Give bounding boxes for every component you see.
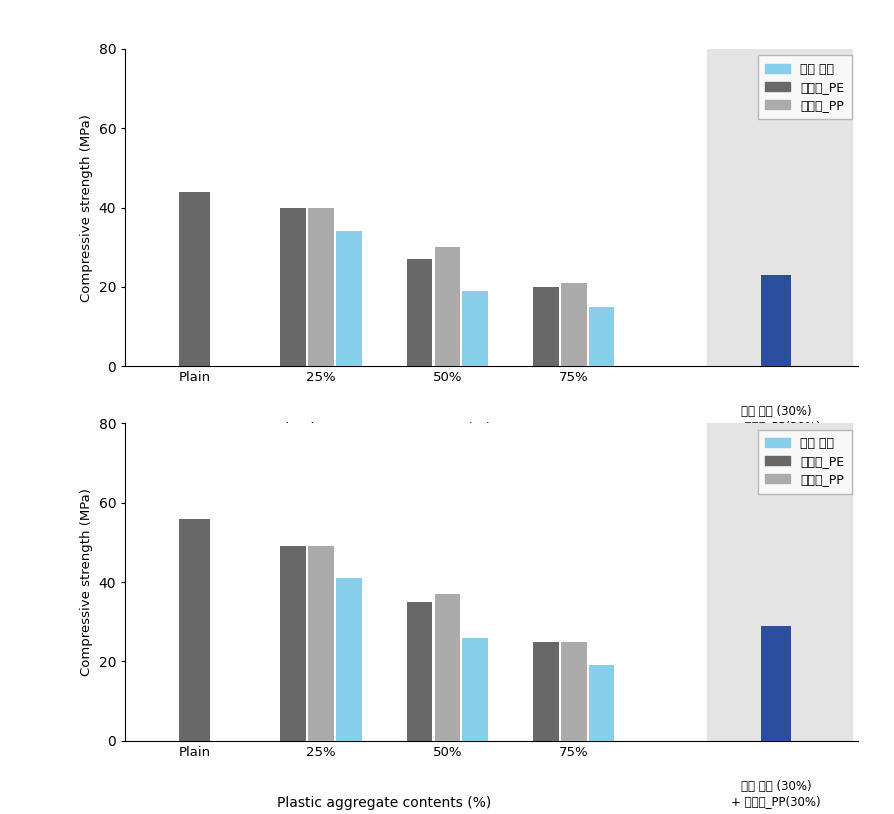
Bar [407, 259, 433, 366]
Bar [180, 519, 210, 741]
Text: Plastic aggregate contents (%): Plastic aggregate contents (%) [277, 422, 492, 435]
Bar [308, 208, 333, 366]
Bar [434, 247, 460, 366]
Bar [761, 626, 791, 741]
Bar [561, 283, 586, 366]
Legend: 굵은 골재, 잔골재_PE, 잔골재_PP: 굵은 골재, 잔골재_PE, 잔골재_PP [758, 55, 852, 119]
Bar [336, 231, 362, 366]
Y-axis label: Compressive strength (MPa): Compressive strength (MPa) [80, 488, 93, 676]
Bar [407, 602, 433, 741]
Text: 굵은 골재 (30%)
+ 잔골재_PP(30%): 굵은 골재 (30%) + 잔골재_PP(30%) [731, 405, 821, 433]
Y-axis label: Compressive strength (MPa): Compressive strength (MPa) [80, 114, 93, 301]
Legend: 굵은 골재, 잔골재_PE, 잔골재_PP: 굵은 골재, 잔골재_PE, 잔골재_PP [758, 430, 852, 493]
Bar [533, 641, 559, 741]
Bar [706, 49, 852, 366]
Bar [533, 287, 559, 366]
Bar [281, 208, 306, 366]
Bar [462, 637, 488, 741]
Bar [561, 641, 586, 741]
Bar [308, 546, 333, 741]
Bar [761, 275, 791, 366]
Bar [281, 546, 306, 741]
Bar [706, 423, 852, 741]
Bar [462, 291, 488, 366]
Bar [589, 665, 614, 741]
Bar [180, 191, 210, 366]
Bar [434, 594, 460, 741]
Bar [589, 307, 614, 366]
Text: Plastic aggregate contents (%): Plastic aggregate contents (%) [277, 796, 492, 810]
Text: (a)  7일: (a) 7일 [467, 455, 517, 470]
Bar [336, 578, 362, 741]
Text: 굵은 골재 (30%)
+ 잔골재_PP(30%): 굵은 골재 (30%) + 잔골재_PP(30%) [731, 780, 821, 807]
